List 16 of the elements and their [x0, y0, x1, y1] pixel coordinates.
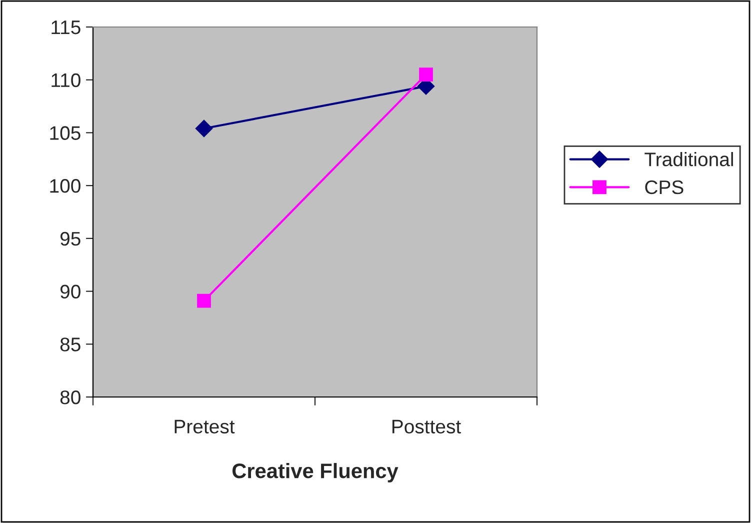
y-tick-label: 100	[50, 179, 80, 193]
point	[419, 68, 433, 82]
x-axis-title: Creative Fluency	[232, 462, 398, 482]
y-tick-label: 105	[50, 126, 80, 140]
x-tick-label: Posttest	[392, 420, 461, 434]
y-tick-label: 85	[60, 338, 80, 352]
y-tick-label: 80	[60, 390, 80, 404]
point	[195, 120, 213, 138]
y-tick-label: 95	[60, 232, 80, 246]
legend-label: CPS	[645, 180, 684, 194]
x-tick-label: Pretest	[174, 420, 235, 434]
y-tick-label: 110	[52, 73, 80, 88]
y-tick-label: 115	[52, 20, 80, 34]
legend-label: Traditional	[644, 152, 733, 166]
point	[197, 294, 211, 308]
y-tick-label: 90	[60, 284, 80, 299]
